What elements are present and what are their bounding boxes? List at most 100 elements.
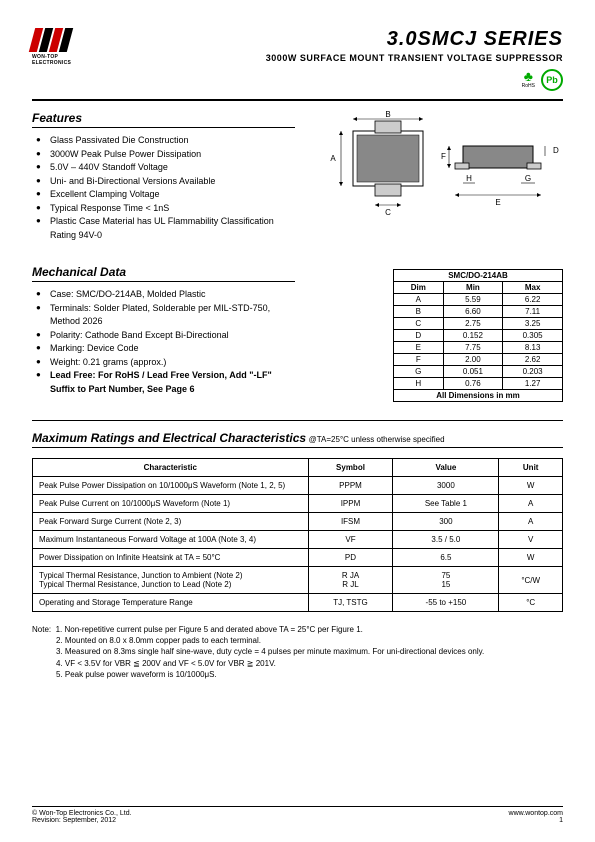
ratings-char: Typical Thermal Resistance, Junction to … [33,567,309,594]
features-section: Features Glass Passivated Die Constructi… [32,111,563,251]
mech-item: Case: SMC/DO-214AB, Molded Plastic [36,288,295,302]
features-list: Glass Passivated Die Construction 3000W … [32,134,295,242]
note-3: 3. Measured on 8.3ms single half sine-wa… [32,646,563,657]
footer-copyright: © Won-Top Electronics Co., Ltd. [32,810,132,817]
ratings-row: Peak Forward Surge Current (Note 2, 3) I… [33,513,563,531]
ratings-sym: TJ, TSTG [308,594,393,612]
section-divider [32,420,563,421]
mech-item-leadfree: Lead Free: For RoHS / Lead Free Version,… [36,369,295,396]
dim-b-label: B [385,111,390,119]
ratings-sym: VF [308,531,393,549]
feature-item: 3000W Peak Pulse Power Dissipation [36,148,295,162]
ratings-char: Operating and Storage Temperature Range [33,594,309,612]
footer-revision: Revision: September, 2012 [32,817,132,824]
footer-right: www.wontop.com 1 [509,810,563,824]
note-4: 4. VF < 3.5V for VBR ≦ 200V and VF < 5.0… [32,658,563,669]
ratings-header: Unit [499,459,563,477]
rohs-icon: ♣ RoHS [522,69,535,91]
feature-item: Glass Passivated Die Construction [36,134,295,148]
ratings-row: Power Dissipation on Infinite Heatsink a… [33,549,563,567]
features-column: Features Glass Passivated Die Constructi… [32,111,295,251]
footer-url: www.wontop.com [509,810,563,817]
ratings-sym: R JA R JL [308,567,393,594]
mech-item: Polarity: Cathode Band Except Bi-Directi… [36,329,295,343]
ratings-unit: °C [499,594,563,612]
dim-header-row: Dim Min Max [394,282,563,294]
dimensions-column: SMC/DO-214AB Dim Min Max A5.596.22 B6.60… [313,265,563,402]
dim-header: Max [503,282,563,294]
ratings-unit: A [499,495,563,513]
logo-company-name: WON-TOP ELECTRONICS [32,54,92,66]
ratings-sym: IFSM [308,513,393,531]
ratings-header-row: Characteristic Symbol Value Unit [33,459,563,477]
page-header: WON-TOP ELECTRONICS 3.0SMCJ SERIES 3000W… [32,28,563,91]
package-diagram-column: B A C D F E H [313,111,563,251]
ratings-unit: W [499,549,563,567]
page-footer: © Won-Top Electronics Co., Ltd. Revision… [32,806,563,824]
pb-label: Pb [546,75,558,85]
series-title: 3.0SMCJ SERIES [266,28,563,51]
company-logo: WON-TOP ELECTRONICS [32,28,92,66]
feature-item: Plastic Case Material has UL Flammabilit… [36,215,295,242]
feature-item: Excellent Clamping Voltage [36,188,295,202]
footer-page: 1 [509,817,563,824]
ratings-char: Maximum Instantaneous Forward Voltage at… [33,531,309,549]
ratings-unit: W [499,477,563,495]
features-heading: Features [32,111,295,128]
package-outline-drawing: B A C D F E H [313,111,563,251]
dim-a-label: A [330,154,336,163]
dim-row: D0.1520.305 [394,330,563,342]
notes-block: Note: 1. Non-repetitive current pulse pe… [32,624,563,680]
footer-left: © Won-Top Electronics Co., Ltd. Revision… [32,810,132,824]
feature-item: 5.0V – 440V Standoff Voltage [36,161,295,175]
ratings-val: 75 15 [393,567,499,594]
ratings-val: 3.5 / 5.0 [393,531,499,549]
mechanical-section: Mechanical Data Case: SMC/DO-214AB, Mold… [32,265,563,402]
ratings-char: Power Dissipation on Infinite Heatsink a… [33,549,309,567]
ratings-row: Maximum Instantaneous Forward Voltage at… [33,531,563,549]
dim-row: A5.596.22 [394,294,563,306]
mech-item: Marking: Device Code [36,342,295,356]
dim-e-label: E [495,198,500,207]
ratings-row: Peak Pulse Current on 10/1000μS Waveform… [33,495,563,513]
dim-f-label: F [441,152,446,161]
dim-row: G0.0510.203 [394,366,563,378]
ratings-condition: @TA=25°C unless otherwise specified [309,435,445,444]
ratings-row: Operating and Storage Temperature Range … [33,594,563,612]
ratings-unit: A [499,513,563,531]
ratings-heading: Maximum Ratings and Electrical Character… [32,431,306,445]
feature-item: Typical Response Time < 1nS [36,202,295,216]
dim-h-label: H [466,174,472,183]
dim-row: F2.002.62 [394,354,563,366]
ratings-val: 3000 [393,477,499,495]
mechanical-heading: Mechanical Data [32,265,295,282]
dim-c-label: C [385,208,391,217]
lead-free-text: Lead Free: For RoHS / Lead Free Version,… [50,370,272,394]
compliance-badges: ♣ RoHS Pb [266,69,563,91]
note-5: 5. Peak pulse power waveform is 10/1000μ… [32,669,563,680]
dim-table-footer: All Dimensions in mm [394,390,563,402]
dim-header: Dim [394,282,444,294]
note-line: Note: 1. Non-repetitive current pulse pe… [32,624,563,635]
series-subtitle: 3000W SURFACE MOUNT TRANSIENT VOLTAGE SU… [266,53,563,63]
note-1: 1. Non-repetitive current pulse per Figu… [56,625,363,634]
ratings-val: See Table 1 [393,495,499,513]
ratings-table: Characteristic Symbol Value Unit Peak Pu… [32,458,563,612]
mechanical-column: Mechanical Data Case: SMC/DO-214AB, Mold… [32,265,295,402]
dim-row: E7.758.13 [394,342,563,354]
dim-row: H0.761.27 [394,378,563,390]
title-block: 3.0SMCJ SERIES 3000W SURFACE MOUNT TRANS… [266,28,563,91]
dimensions-table: SMC/DO-214AB Dim Min Max A5.596.22 B6.60… [393,269,563,402]
pb-free-icon: Pb [541,69,563,91]
ratings-sym: PPPM [308,477,393,495]
ratings-row: Typical Thermal Resistance, Junction to … [33,567,563,594]
logo-mark [32,28,92,52]
ratings-header: Symbol [308,459,393,477]
feature-item: Uni- and Bi-Directional Versions Availab… [36,175,295,189]
tree-icon: ♣ [522,69,535,83]
ratings-unit: °C/W [499,567,563,594]
header-rule [32,99,563,101]
ratings-char: Peak Forward Surge Current (Note 2, 3) [33,513,309,531]
package-svg: B A C D F E H [313,111,563,251]
mech-item: Weight: 0.21 grams (approx.) [36,356,295,370]
